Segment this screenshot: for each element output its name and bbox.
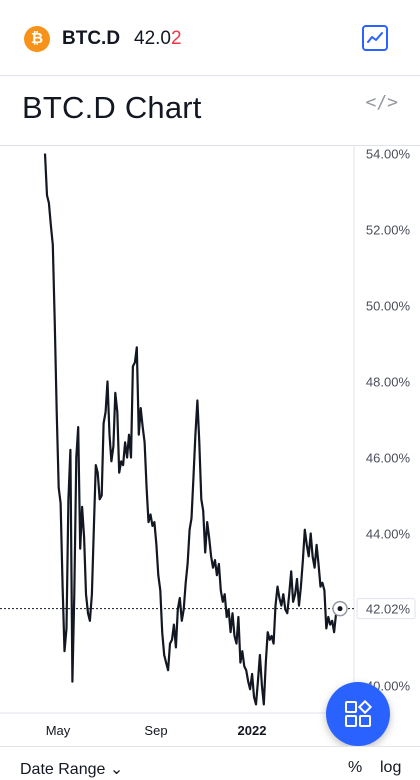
price-marker-icon (332, 600, 348, 617)
marker-dot (337, 606, 343, 612)
symbol-price: 42.02 (134, 28, 182, 50)
apps-grid-button[interactable] (326, 682, 390, 746)
bitcoin-icon: ₿ (24, 26, 50, 52)
apps-grid-icon (345, 699, 373, 727)
y-tick-label: 54.00% (366, 147, 411, 162)
y-tick-label: 52.00% (366, 223, 411, 238)
date-range-button[interactable]: Date Range ⌄ (20, 759, 123, 779)
price-last-digit: 2 (170, 28, 182, 49)
series-line (43, 153, 341, 706)
code-embed-icon[interactable]: </> (365, 92, 398, 113)
date-range-label: Date Range (20, 761, 106, 778)
last-value-box (356, 598, 416, 620)
open-chart-button[interactable] (362, 25, 388, 51)
symbol-header: ₿ BTC.D 42.02 (0, 0, 420, 76)
y-tick-label: 50.00% (366, 299, 411, 314)
x-tick-label: May (46, 723, 71, 738)
y-tick-label: 46.00% (366, 450, 411, 465)
price-main: 42.0 (134, 28, 171, 49)
y-tick-label: 44.00% (366, 526, 411, 541)
x-tick-label: 2022 (238, 723, 267, 738)
x-tick-label: Sep (144, 723, 167, 738)
line-chart-icon (367, 32, 383, 43)
symbol-name: BTC.D (62, 28, 121, 49)
chevron-down-icon: ⌄ (109, 761, 124, 778)
log-scale-toggle[interactable]: log (380, 759, 402, 776)
last-value-text: 42.02% (366, 602, 411, 617)
price-chart[interactable]: 54.00% 52.00% 50.00% 48.00% 46.00% 44.00% 42.0… (0, 146, 420, 746)
percent-scale-toggle[interactable]: % (348, 759, 363, 776)
last-value-label: 42.02% (356, 598, 416, 620)
page-title: BTC.D Chart (22, 90, 202, 125)
y-tick-label: 48.00% (366, 375, 411, 390)
bottom-toolbar: Date Range ⌄ % log (0, 746, 420, 780)
title-bar: BTC.D Chart </> (0, 76, 420, 146)
